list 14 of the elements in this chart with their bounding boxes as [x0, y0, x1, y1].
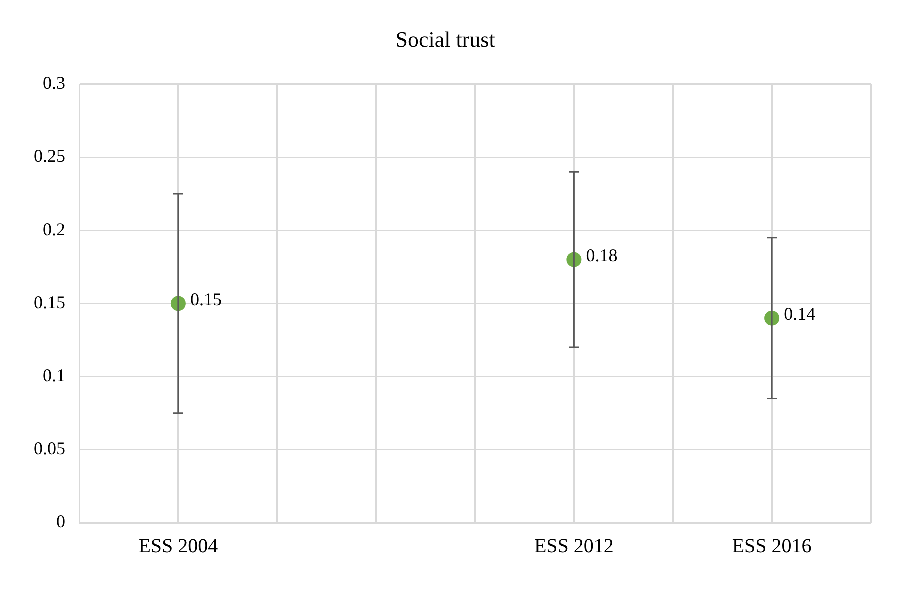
- y-tick-label: 0.1: [43, 366, 66, 386]
- x-tick-label: ESS 2004: [138, 535, 218, 558]
- data-label: 0.18: [586, 246, 618, 266]
- y-tick-label: 0.15: [34, 292, 66, 312]
- y-tick-label: 0.3: [43, 73, 66, 94]
- chart-title: Social trust: [396, 26, 496, 52]
- x-tick-label: ESS 2016: [732, 535, 812, 558]
- y-tick-label: 0.05: [34, 438, 66, 459]
- data-label: 0.14: [784, 304, 816, 324]
- x-tick-label: ESS 2012: [534, 535, 614, 558]
- y-tick-label: 0.25: [34, 146, 66, 166]
- data-label: 0.15: [190, 289, 222, 310]
- y-tick-label: 0.2: [43, 219, 66, 240]
- y-tick-label: 0: [56, 512, 66, 532]
